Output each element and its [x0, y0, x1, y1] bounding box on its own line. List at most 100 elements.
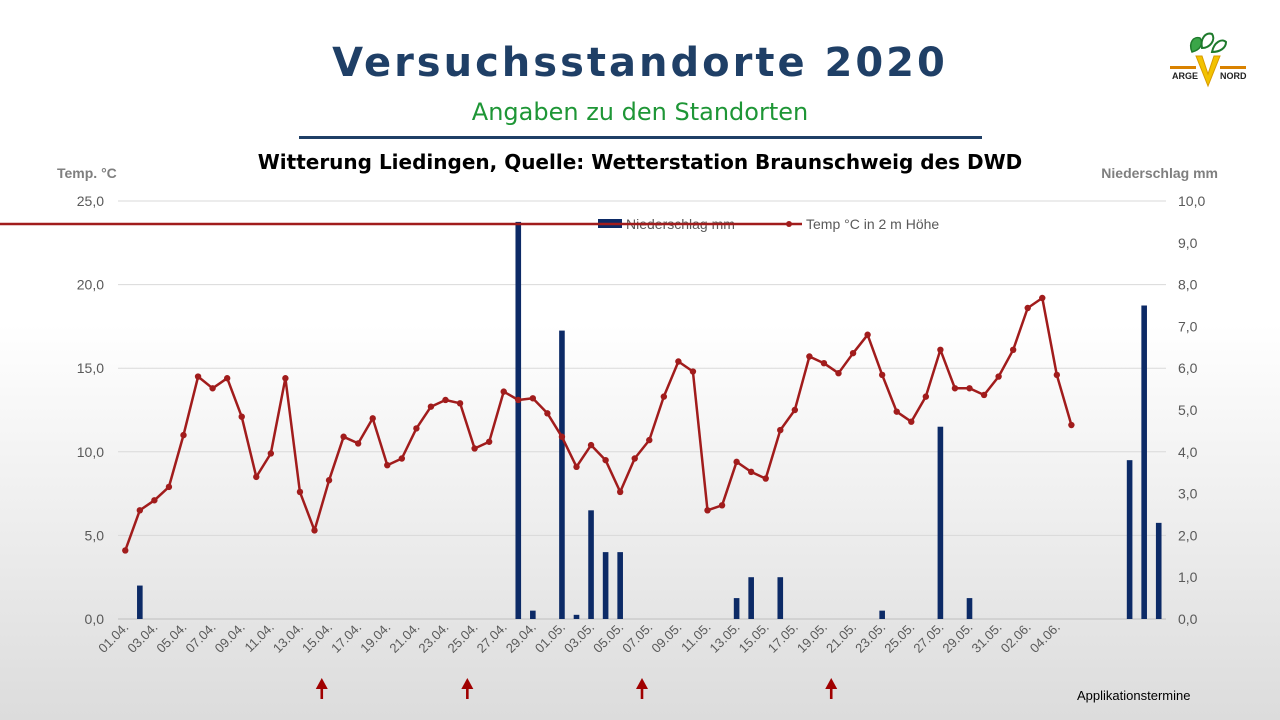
gridlines	[118, 200, 1166, 620]
temperature-point	[471, 445, 478, 452]
temperature-point	[1053, 371, 1061, 379]
logo-bar-left	[1170, 66, 1196, 69]
page-title: Versuchsstandorte 2020	[332, 40, 948, 86]
temperature-point	[660, 393, 668, 400]
x-tick-label: 19.05.	[794, 620, 830, 656]
x-tick-label: 09.05.	[648, 620, 684, 656]
temperature-point	[223, 375, 231, 382]
temperature-point	[922, 393, 930, 400]
temperature-point	[835, 370, 842, 377]
temperature-point	[398, 455, 406, 462]
x-tick-label: 23.04.	[415, 620, 451, 656]
temperature-line	[122, 294, 1075, 554]
temperature-point	[500, 388, 507, 395]
logo-text-left: ARGE	[1172, 71, 1198, 81]
x-tick-label: 31.05.	[969, 620, 1005, 656]
precipitation-bar	[602, 552, 609, 619]
logo-leaf-center-icon	[1200, 32, 1215, 50]
x-tick-label: 01.05.	[532, 620, 568, 656]
temperature-point	[646, 436, 653, 444]
temperature-point	[180, 431, 187, 439]
temperature-point	[718, 502, 726, 509]
arrow-head	[636, 678, 648, 689]
x-tick-label: 09.04.	[212, 620, 248, 656]
temperature-point	[820, 359, 828, 367]
temperature-point	[980, 391, 988, 399]
x-tick-label: 07.04.	[183, 620, 219, 656]
x-tick-label: 27.05.	[910, 620, 946, 656]
temperature-point	[282, 375, 289, 382]
y-left-tick-label: 25,0	[77, 193, 104, 209]
x-tick-label: 25.05.	[881, 620, 917, 656]
y-right-axis-title: Niederschlag mm	[1101, 165, 1218, 181]
arrow-head	[825, 678, 838, 689]
temperature-point	[1039, 294, 1046, 302]
y-right-tick-label: 0,0	[1178, 611, 1198, 627]
precipitation-bars	[137, 221, 1162, 619]
y-left-ticks: 0,0 5,0 10,0 15,0 20,0 25,0	[77, 193, 104, 627]
x-tick-label: 02.06.	[998, 620, 1034, 656]
temperature-point	[456, 400, 464, 407]
temperature-point	[675, 358, 682, 365]
temperature-point	[384, 461, 391, 469]
temperature-point	[762, 475, 769, 482]
y-right-tick-label: 10,0	[1178, 193, 1205, 209]
temperature-point	[587, 441, 595, 449]
temperature-point	[311, 527, 318, 534]
application-dates-label: Applikationstermine	[1077, 688, 1190, 703]
temperature-point	[151, 497, 158, 504]
x-tick-label: 29.05.	[939, 620, 975, 656]
x-tick-label: 03.04.	[124, 620, 160, 656]
precipitation-bar	[777, 577, 784, 619]
x-tick-label: 25.04.	[445, 620, 481, 656]
temperature-point	[515, 396, 522, 404]
temperature-point	[194, 373, 202, 380]
logo-bar-right	[1220, 66, 1246, 69]
temperature-point	[908, 418, 915, 425]
application-arrow-icon	[315, 678, 328, 699]
y-left-tick-label: 15,0	[77, 360, 104, 376]
precipitation-bar	[748, 577, 754, 619]
logo-v-icon	[1195, 55, 1221, 88]
precipitation-bar	[733, 598, 740, 619]
temperature-point	[238, 413, 245, 420]
y-left-tick-label: 10,0	[77, 444, 104, 460]
x-tick-label: 15.05.	[736, 620, 772, 656]
y-right-tick-label: 3,0	[1178, 486, 1198, 502]
y-right-tick-label: 4,0	[1178, 444, 1198, 460]
temperature-point	[791, 406, 799, 414]
temperature-point	[136, 507, 144, 514]
temperature-point	[602, 456, 609, 464]
temperature-point	[267, 450, 275, 457]
application-arrow-icon	[461, 678, 474, 699]
temperature-point	[253, 473, 260, 481]
temperature-point	[616, 488, 624, 496]
y-right-tick-label: 6,0	[1178, 360, 1198, 376]
precipitation-bar	[879, 610, 885, 619]
x-tick-label: 21.04.	[386, 620, 422, 656]
temperature-point	[689, 368, 697, 375]
temperature-point	[427, 403, 435, 410]
x-tick-label: 27.04.	[474, 620, 510, 656]
precipitation-bar	[559, 330, 565, 619]
temperature-point	[631, 455, 638, 462]
temperature-point	[777, 426, 784, 434]
y-right-ticks: 0,0 1,0 2,0 3,0 4,0 5,0 6,0 7,0 8,0 9,0 10,0	[1178, 193, 1205, 627]
x-tick-label: 23.05.	[852, 620, 888, 656]
temperature-point	[122, 547, 129, 554]
temperature-point	[1024, 304, 1031, 312]
x-tick-label: 17.05.	[765, 620, 801, 656]
temperature-point	[340, 433, 347, 440]
temperature-point	[529, 395, 537, 402]
precipitation-bar	[617, 552, 623, 619]
temperature-point	[558, 433, 566, 440]
legend: Niederschlag mm Temp °C in 2 m Höhe	[0, 216, 939, 232]
temperature-point	[573, 463, 580, 471]
temperature-point	[1009, 346, 1017, 354]
temperature-point	[937, 346, 944, 354]
temperature-point	[544, 410, 551, 417]
temperature-point	[413, 425, 420, 432]
application-arrows	[315, 678, 838, 699]
temperature-point	[733, 458, 740, 466]
